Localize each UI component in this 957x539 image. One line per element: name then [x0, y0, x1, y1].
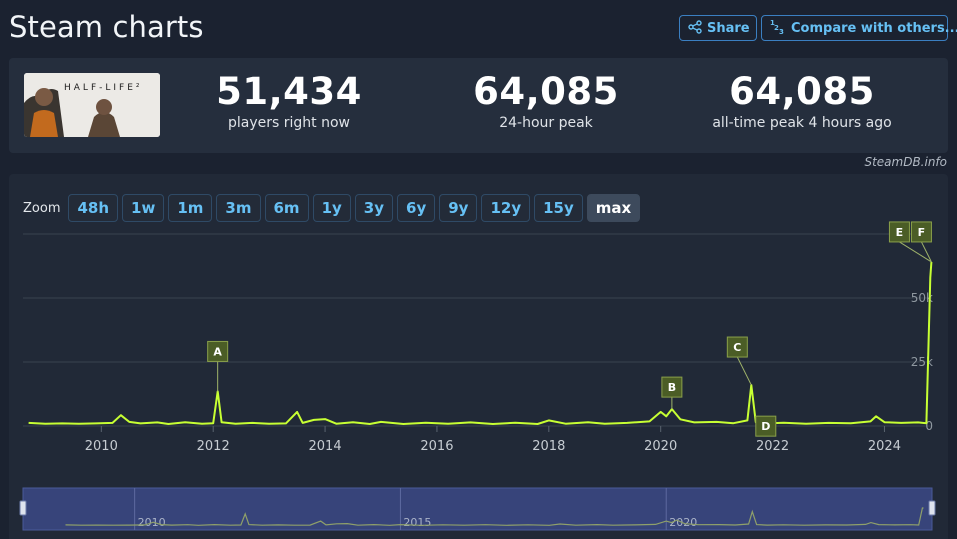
svg-text:3: 3: [779, 28, 784, 35]
annotation-flag-e: [888, 221, 910, 243]
chart-panel: Zoom 48h 1w 1m 3m 6m 1y 3y 6y 9y 12y 15y max 0 25k 50…: [9, 174, 948, 539]
peak-24h-value: 64,085: [473, 70, 619, 113]
annotation-label: C: [733, 341, 741, 354]
zoom-button-3m[interactable]: 3m: [216, 194, 261, 222]
zoom-controls: Zoom 48h 1w 1m 3m 6m 1y 3y 6y 9y 12y 15y max: [23, 194, 641, 222]
zoom-buttons: 48h 1w 1m 3m 6m 1y 3y 6y 9y 12y 15y max: [68, 194, 641, 222]
zoom-button-12y[interactable]: 12y: [481, 194, 531, 222]
annotation-connector: [920, 241, 932, 263]
zoom-button-1w[interactable]: 1w: [122, 194, 165, 222]
zoom-button-9y[interactable]: 9y: [439, 194, 478, 222]
stat-alltime-peak: 64,085 all-time peak 4 hours ago: [697, 70, 907, 131]
zoom-button-15y[interactable]: 15y: [534, 194, 583, 222]
page-title: Steam charts: [9, 10, 204, 44]
alltime-peak-value: 64,085: [729, 70, 875, 113]
x-tick-label: 2024: [868, 439, 901, 454]
navigator-right-handle[interactable]: [928, 500, 936, 516]
x-tick-label: 2010: [85, 439, 118, 454]
svg-text:1: 1: [770, 19, 775, 27]
compare-numbers-icon: 1 2 3: [770, 19, 786, 37]
zoom-button-max[interactable]: max: [586, 194, 641, 222]
annotation-label: B: [668, 381, 676, 394]
x-tick-label: 2016: [420, 439, 453, 454]
y-tick-label: 50k: [911, 291, 933, 305]
alltime-peak-label: all-time peak 4 hours ago: [712, 115, 892, 131]
navigator-left-handle[interactable]: [19, 500, 27, 516]
annotation-label: E: [896, 226, 904, 239]
x-tick-label: 2022: [756, 439, 789, 454]
x-tick-label: 2018: [532, 439, 565, 454]
annotation-flag-f: [910, 221, 932, 243]
game-logo-text: HALF-LIFE²: [64, 83, 143, 93]
stat-24h-peak: 64,085 24-hour peak: [446, 70, 646, 131]
current-players-label: players right now: [228, 115, 350, 131]
current-players-value: 51,434: [216, 70, 362, 113]
series-line: [28, 261, 933, 425]
annotation-connector: [736, 356, 752, 386]
navigator-series-line: [65, 507, 924, 526]
peak-24h-label: 24-hour peak: [499, 115, 593, 131]
steamdb-credit[interactable]: SteamDB.info: [864, 155, 947, 169]
stats-panel: HALF-LIFE² 51,434 players right now 64,0…: [9, 58, 948, 153]
y-tick-label: 25k: [911, 355, 933, 369]
zoom-button-1y[interactable]: 1y: [312, 194, 351, 222]
navigator-selection: [22, 487, 933, 531]
annotation-flag-b: [661, 376, 683, 398]
annotation-label: D: [761, 420, 770, 433]
x-tick-label: 2012: [197, 439, 230, 454]
share-label: Share: [707, 20, 750, 36]
zoom-label: Zoom: [23, 200, 61, 216]
x-tick-label: 2014: [309, 439, 342, 454]
share-icon: [688, 20, 702, 36]
zoom-button-6m[interactable]: 6m: [264, 194, 309, 222]
annotation-label: F: [918, 226, 926, 239]
share-button[interactable]: Share: [679, 15, 757, 41]
annotation-connector: [899, 241, 932, 263]
compare-button[interactable]: 1 2 3 Compare with others...: [761, 15, 957, 41]
player-count-chart[interactable]: 0 25k 50k 2010 2012 2014 2016 2018 2020 2022 2024 A…: [9, 174, 948, 539]
zoom-button-48h[interactable]: 48h: [68, 194, 119, 222]
annotation-label: A: [213, 345, 222, 358]
x-tick-label: 2020: [644, 439, 677, 454]
zoom-button-6y[interactable]: 6y: [397, 194, 436, 222]
y-tick-label: 0: [925, 419, 933, 433]
compare-label: Compare with others...: [791, 20, 957, 36]
annotation-flag-c: [726, 336, 748, 358]
annotation-flag-a: [207, 340, 229, 362]
annotation-flag-d: [755, 415, 777, 437]
navigator-tick-label: 2015: [403, 516, 431, 529]
zoom-button-3y[interactable]: 3y: [354, 194, 394, 222]
svg-text:2: 2: [774, 24, 779, 32]
zoom-button-1m[interactable]: 1m: [168, 194, 213, 222]
stat-current: 51,434 players right now: [189, 70, 389, 131]
game-thumbnail[interactable]: HALF-LIFE²: [24, 73, 160, 137]
